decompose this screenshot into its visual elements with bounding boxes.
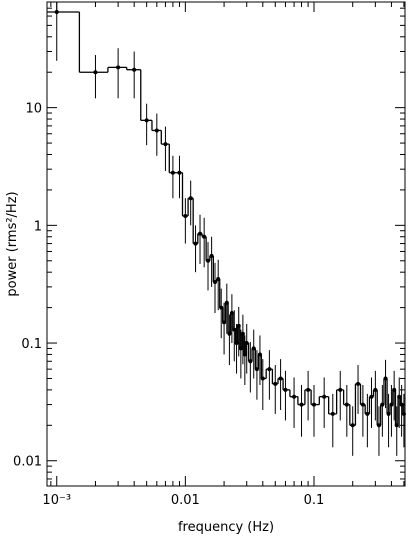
data-point	[132, 67, 137, 72]
data-point	[144, 118, 149, 123]
data-point	[278, 376, 283, 381]
data-point	[183, 214, 188, 219]
data-point	[177, 170, 182, 175]
data-point	[206, 258, 211, 263]
data-point	[54, 9, 59, 14]
data-point	[338, 387, 343, 392]
y-axis-label: power (rms²/Hz)	[5, 191, 20, 296]
data-point	[198, 231, 203, 236]
data-point	[116, 65, 121, 70]
data-point	[322, 394, 327, 399]
data-point	[360, 402, 365, 407]
data-point	[311, 402, 316, 407]
x-tick-label: 0.01	[171, 493, 200, 508]
data-point	[350, 423, 355, 428]
data-point	[306, 387, 311, 392]
data-point	[202, 234, 207, 239]
y-tick-label: 0.1	[21, 337, 42, 352]
data-point	[154, 128, 159, 133]
data-point	[373, 387, 378, 392]
data-point	[376, 423, 381, 428]
data-point	[163, 142, 168, 147]
data-point	[248, 359, 253, 364]
x-axis-label: frequency (Hz)	[178, 520, 274, 535]
data-point	[244, 341, 249, 346]
y-tick-label: 1	[34, 219, 42, 234]
data-point	[330, 411, 335, 416]
x-tick-label: 0.1	[304, 493, 325, 508]
x-tick-label: 10⁻³	[42, 493, 71, 508]
y-tick-label: 10	[25, 102, 42, 117]
data-point	[299, 402, 304, 407]
data-point	[260, 376, 265, 381]
data-point	[356, 381, 361, 386]
data-point	[209, 253, 214, 258]
plot-frame	[46, 1, 406, 487]
data-point	[170, 170, 175, 175]
data-point	[283, 387, 288, 392]
data-point	[267, 367, 272, 372]
data-point	[93, 70, 98, 75]
data-point	[188, 196, 193, 201]
data-point	[365, 411, 370, 416]
data-point	[273, 381, 278, 386]
data-point	[344, 402, 349, 407]
data-point	[292, 394, 297, 399]
data-point	[193, 241, 198, 246]
data-point	[369, 394, 374, 399]
data-point	[401, 411, 406, 416]
y-tick-label: 0.01	[13, 455, 42, 470]
